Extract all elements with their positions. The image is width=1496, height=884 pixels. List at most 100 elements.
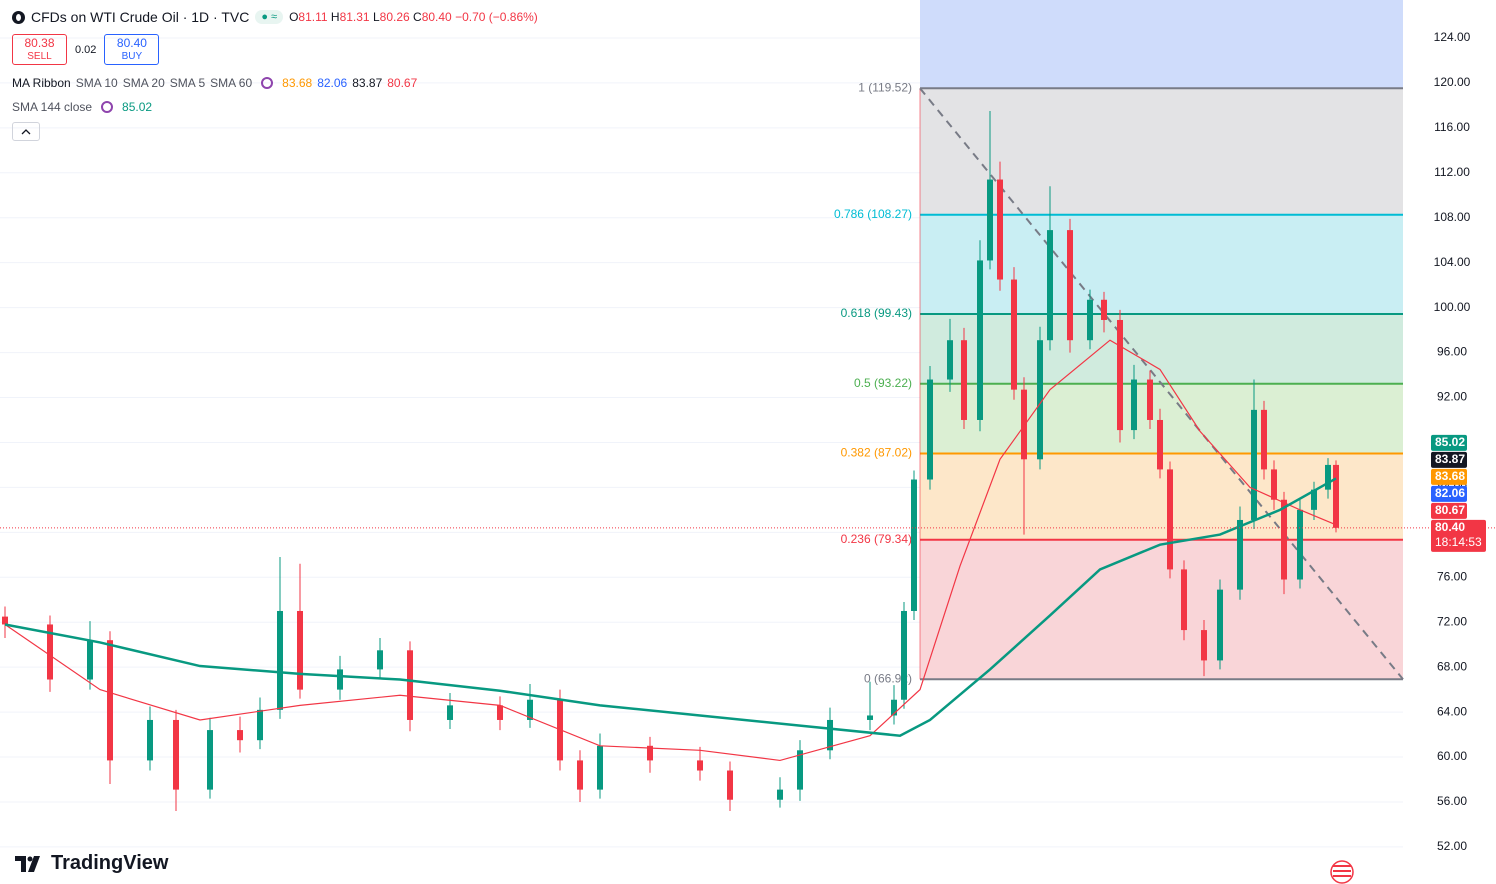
candle-body — [377, 650, 383, 670]
series-name: SMA 10 — [75, 76, 118, 90]
candle-body — [997, 179, 1003, 280]
brand-name: TradingView — [51, 852, 169, 874]
price-badge — [1431, 502, 1467, 519]
y-tick-label: 56.00 — [1437, 794, 1467, 808]
candle-body — [1217, 589, 1223, 661]
buy-button[interactable]: 80.40 BUY — [104, 34, 160, 65]
fib-label: 0.786 (108.27) — [834, 207, 912, 221]
candle-body — [277, 610, 283, 710]
sell-price: 80.38 — [24, 35, 55, 50]
series-name: SMA 144 close — [12, 100, 93, 114]
price-badge — [1431, 468, 1467, 485]
ohlc-value: 80.26 — [379, 10, 410, 24]
buy-label: BUY — [121, 50, 143, 62]
candle-body — [447, 705, 453, 720]
series-value: 80.67 — [387, 76, 418, 90]
candle-body — [1297, 509, 1303, 580]
y-tick-label: 108.00 — [1434, 210, 1471, 224]
ohlc-key: C — [413, 10, 422, 24]
collapse-button[interactable] — [12, 122, 40, 141]
ohlc-key: O — [289, 10, 299, 24]
candle-body — [1021, 389, 1027, 460]
candle-body — [237, 730, 243, 741]
y-tick-label: 72.00 — [1437, 614, 1467, 628]
candle-body — [777, 789, 783, 800]
candle-body — [727, 770, 733, 800]
candle-body — [1131, 379, 1137, 431]
candle-body — [407, 650, 413, 720]
fib-label: 1 (119.52) — [858, 80, 912, 94]
spread: 0.02 — [75, 43, 97, 56]
candle-body — [1167, 469, 1173, 570]
symbol-title[interactable]: CFDs on WTI Crude Oil · 1D · TVC — [31, 9, 250, 25]
candle-body — [1237, 519, 1243, 590]
candle-body — [797, 750, 803, 790]
candle-body — [1047, 230, 1053, 341]
candle-body — [1181, 569, 1187, 631]
ohlc-value: 80.40 — [421, 10, 452, 24]
ohlc: O81.11 H81.31 L80.26 C80.40 −0.70 (−0.86… — [289, 10, 538, 24]
candle-body — [337, 669, 343, 690]
sma-legend: SMA 144 close 85.02 — [12, 100, 152, 114]
ohlc-key: H — [330, 10, 340, 24]
y-tick-label: 100.00 — [1434, 300, 1471, 314]
price-badge-label: 83.68 — [1435, 469, 1465, 483]
y-tick-label: 124.00 — [1434, 30, 1471, 44]
candle-body — [1251, 409, 1257, 520]
fib-zone — [920, 539, 1403, 680]
candle-body — [497, 705, 503, 720]
candle-body — [911, 479, 917, 611]
price-badge-label: 80.67 — [1435, 503, 1465, 517]
sell-button[interactable]: 80.38 SELL — [12, 34, 67, 65]
ma-line — [4, 339, 1337, 762]
symbol-logo — [12, 10, 25, 24]
buy-price: 80.40 — [116, 35, 147, 50]
ohlc-value: 81.31 — [339, 10, 370, 24]
y-tick-label: 112.00 — [1434, 165, 1470, 179]
fib-label: 0.236 (79.34) — [841, 532, 912, 546]
candle-body — [697, 760, 703, 771]
candle-body — [901, 610, 907, 700]
y-tick-label: 76.00 — [1437, 569, 1467, 583]
candle-body — [1201, 630, 1207, 661]
fib-label: 0.5 (93.22) — [854, 376, 912, 390]
candle-body — [827, 719, 833, 751]
candle-body — [297, 610, 303, 690]
price-badge-label: 80.40 — [1435, 520, 1465, 534]
candle-body — [597, 745, 603, 790]
y-tick-label: 60.00 — [1437, 749, 1467, 763]
y-tick-label: 96.00 — [1437, 345, 1467, 359]
candle-body — [947, 340, 953, 380]
brand-logo — [15, 855, 40, 872]
candle-body — [1011, 279, 1017, 390]
y-tick-label: 104.00 — [1434, 255, 1471, 269]
candle-body — [1087, 299, 1093, 341]
y-tick-label: 52.00 — [1437, 839, 1467, 853]
trade-panel: 80.38 SELL 0.02 80.40 BUY — [12, 34, 160, 65]
sell-label: SELL — [27, 50, 52, 62]
brand: TradingView — [15, 852, 168, 875]
candle-body — [1271, 469, 1277, 500]
candle-body — [961, 340, 967, 420]
ribbon-title: MA Ribbon — [12, 76, 71, 90]
candle-body — [1147, 379, 1153, 420]
candle-body — [577, 760, 583, 790]
candle-body — [977, 260, 983, 420]
status-pill[interactable]: ● ≈ — [255, 10, 284, 24]
candle-body — [147, 719, 153, 761]
series-value: 82.06 — [317, 76, 348, 90]
candle-body — [47, 624, 53, 680]
fib-label: 0.382 (87.02) — [841, 446, 912, 460]
fib-zone — [920, 314, 1403, 384]
candle-body — [1261, 409, 1267, 470]
fib-top-zone — [920, 0, 1403, 89]
candle-body — [257, 709, 263, 741]
candle-body — [1333, 464, 1339, 528]
price-badge-label: 83.87 — [1435, 452, 1465, 466]
series-value: 83.68 — [282, 76, 313, 90]
price-badge — [1431, 485, 1467, 502]
ribbon-legend: MA Ribbon SMA 10 SMA 20 SMA 5 SMA 60 83.68 82.… — [12, 76, 417, 90]
y-tick-label: 92.00 — [1437, 390, 1467, 404]
